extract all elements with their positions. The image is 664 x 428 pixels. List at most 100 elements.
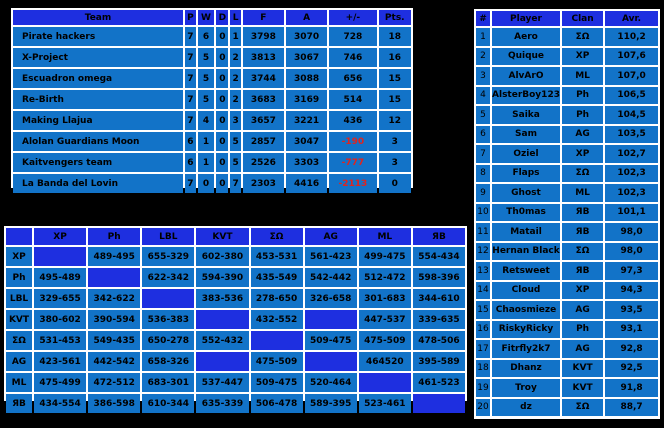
standings-cell-f: 2526: [242, 153, 284, 172]
standings-cell-diff: 436: [329, 111, 377, 130]
player-avr: 110,2: [605, 28, 658, 46]
matrix-row-header: ЯB: [6, 394, 32, 413]
standings-cell-w: 6: [197, 27, 215, 46]
standings-cell-a: 3070: [285, 27, 328, 46]
matrix-row-header: XP: [6, 247, 32, 266]
standings-cell-pts: 0: [378, 174, 411, 193]
standings-header-cell: D: [216, 10, 229, 25]
players-header-cell: Clan: [562, 11, 604, 26]
player-rank: 15: [476, 301, 490, 319]
standings-cell-f: 3813: [242, 48, 284, 67]
results-matrix-panel: XP Ph LBL KVT ΣΩ AG ML ЯB XP 489-495 655-329 602-3…: [4, 226, 467, 413]
standings-cell-l: 5: [230, 132, 241, 151]
player-player: Aero: [492, 28, 560, 46]
matrix-score-cell: 495-489: [34, 268, 87, 287]
player-clan: XP: [562, 145, 604, 163]
matrix-score-cell: 561-423: [304, 247, 357, 266]
matrix-score-cell: 523-461: [358, 394, 411, 413]
team-name: La Banda del Lovin: [13, 174, 183, 193]
player-avr: 92,5: [605, 359, 658, 377]
standings-cell-p: 6: [185, 153, 196, 172]
player-avr: 93,5: [605, 301, 658, 319]
matrix-score-cell: 329-655: [34, 289, 87, 308]
player-rank: 6: [476, 125, 490, 143]
standings-cell-f: 2857: [242, 132, 284, 151]
matrix-empty-cell: [358, 373, 411, 392]
matrix-score-cell: 512-472: [358, 268, 411, 287]
player-player: Th0mas: [492, 203, 560, 221]
matrix-score-cell: 610-344: [142, 394, 195, 413]
standings-row: X-Project 7 5 0 2 3813 3067 746 16: [13, 48, 411, 67]
standings-cell-f: 3683: [242, 90, 284, 109]
player-player: Oziel: [492, 145, 560, 163]
player-row: 8 Flaps ΣΩ 102,3: [476, 164, 658, 182]
player-rank: 7: [476, 145, 490, 163]
player-rank: 18: [476, 359, 490, 377]
matrix-row: XP 489-495 655-329 602-380 453-531 561-423 499…: [6, 247, 465, 266]
player-player: Ghost: [492, 184, 560, 202]
standings-header-row: Team P W D L F A +/- Pts.: [13, 10, 411, 25]
standings-cell-a: 3088: [285, 69, 328, 88]
standings-cell-l: 2: [230, 48, 241, 67]
player-clan: XP: [562, 47, 604, 65]
player-rank: 5: [476, 106, 490, 124]
player-rank: 17: [476, 340, 490, 358]
matrix-empty-cell: [88, 268, 141, 287]
player-row: 4 AlsterBoy123 Ph 106,5: [476, 86, 658, 104]
matrix-score-cell: 509-475: [304, 331, 357, 350]
player-row: 6 Sam AG 103,5: [476, 125, 658, 143]
matrix-score-cell: 435-549: [250, 268, 303, 287]
player-avr: 91,8: [605, 379, 658, 397]
player-clan: KVT: [562, 359, 604, 377]
matrix-score-cell: 380-602: [34, 310, 87, 329]
player-avr: 106,5: [605, 86, 658, 104]
matrix-score-cell: 536-383: [142, 310, 195, 329]
team-name: X-Project: [13, 48, 183, 67]
player-row: 15 Chaosmieze AG 93,5: [476, 301, 658, 319]
matrix-row: LBL 329-655 342-622 383-536 278-650 326-658 30…: [6, 289, 465, 308]
players-header-row: # Player Clan Avr.: [476, 11, 658, 26]
player-row: 13 Retsweet ЯB 97,3: [476, 262, 658, 280]
player-rank: 11: [476, 223, 490, 241]
player-avr: 98,0: [605, 223, 658, 241]
matrix-score-cell: 472-512: [88, 373, 141, 392]
matrix-score-cell: 658-326: [142, 352, 195, 371]
matrix-score-cell: 434-554: [34, 394, 87, 413]
standings-cell-w: 1: [197, 153, 215, 172]
player-row: 11 Matail ЯB 98,0: [476, 223, 658, 241]
matrix-row: AG 423-561 442-542 658-326 475-509 464520 395-…: [6, 352, 465, 371]
standings-panel: Team P W D L F A +/- Pts. Pirate hackers 7 6 0 1 3798…: [11, 8, 413, 193]
matrix-row-header: Ph: [6, 268, 32, 287]
matrix-empty-cell: [412, 394, 465, 413]
matrix-score-cell: 464520: [358, 352, 411, 371]
player-avr: 88,7: [605, 398, 658, 416]
standings-row: La Banda del Lovin 7 0 0 7 2303 4416 -2113 0: [13, 174, 411, 193]
matrix-empty-cell: [142, 289, 195, 308]
standings-cell-diff: -2113: [329, 174, 377, 193]
matrix-score-cell: 552-432: [196, 331, 249, 350]
matrix-empty-cell: [196, 352, 249, 371]
player-clan: ΣΩ: [562, 28, 604, 46]
player-clan: ЯB: [562, 262, 604, 280]
matrix-score-cell: 589-395: [304, 394, 357, 413]
matrix-score-cell: 489-495: [88, 247, 141, 266]
player-player: Fitrfly2k7: [492, 340, 560, 358]
matrix-score-cell: 326-658: [304, 289, 357, 308]
matrix-column-header: KVT: [196, 228, 249, 245]
players-panel: # Player Clan Avr. 1 Aero ΣΩ 110,2 2 Quique XP 107…: [474, 9, 660, 419]
player-player: dz: [492, 398, 560, 416]
standings-cell-pts: 12: [378, 111, 411, 130]
player-rank: 1: [476, 28, 490, 46]
player-avr: 97,3: [605, 262, 658, 280]
player-avr: 107,0: [605, 67, 658, 85]
player-row: 2 Quique XP 107,6: [476, 47, 658, 65]
player-clan: ΣΩ: [562, 242, 604, 260]
matrix-score-cell: 650-278: [142, 331, 195, 350]
standings-cell-diff: 514: [329, 90, 377, 109]
standings-cell-l: 2: [230, 69, 241, 88]
matrix-row: Ph 495-489 622-342 594-390 435-549 542-442 512…: [6, 268, 465, 287]
matrix-score-cell: 537-447: [196, 373, 249, 392]
matrix-score-cell: 383-536: [196, 289, 249, 308]
players-header-cell: #: [476, 11, 490, 26]
matrix-score-cell: 542-442: [304, 268, 357, 287]
